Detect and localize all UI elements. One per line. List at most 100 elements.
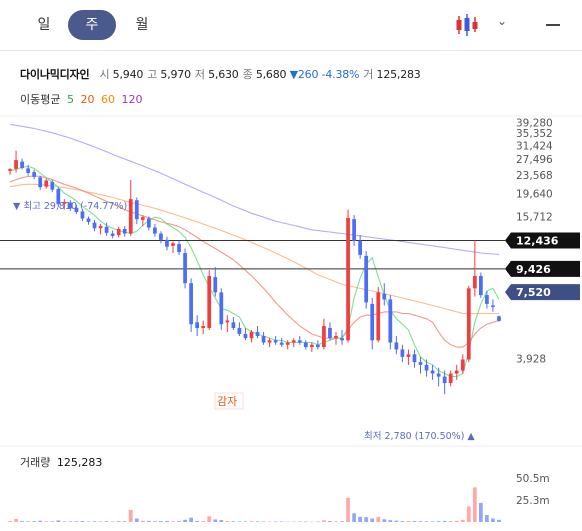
candle (219, 288, 224, 330)
volume-bar (285, 521, 290, 523)
volume-bar (32, 521, 37, 522)
volume-bar (122, 521, 127, 522)
candle-body (328, 327, 332, 339)
candle (472, 240, 477, 297)
candle-body (74, 207, 79, 213)
volume-bar (110, 521, 115, 523)
tab-month[interactable]: 월 (135, 17, 149, 33)
candle-body (146, 218, 151, 228)
candle (316, 340, 320, 350)
candle (460, 354, 465, 374)
ma-20-line (9, 175, 500, 348)
candle (255, 326, 260, 339)
candle-body (122, 229, 127, 234)
candle (32, 169, 37, 180)
candle (261, 331, 266, 345)
volume-bar (309, 521, 314, 523)
volume-bar (472, 487, 477, 522)
volume-bar (466, 506, 471, 522)
candle-body (364, 255, 369, 303)
volume-value: 125,283 (376, 68, 421, 81)
ma-120-line (9, 123, 500, 255)
candle (159, 231, 163, 244)
capital-reduction-text: 감자 (217, 395, 237, 408)
volume-bar (165, 520, 169, 522)
volume-bar (98, 521, 103, 522)
ma-120-label: 120 (121, 93, 143, 106)
volume-bar (454, 520, 459, 522)
volume-bar (424, 521, 429, 522)
candle (153, 223, 157, 237)
candle (376, 287, 381, 343)
candle-body (128, 199, 133, 234)
volume-bar (322, 520, 326, 522)
ma-60-label: 60 (100, 93, 115, 106)
volume-tick-label: 25.3m (516, 495, 550, 507)
candle-body (195, 322, 200, 328)
candle (189, 278, 193, 332)
candle (340, 329, 344, 345)
y-tick-label: 15,712 (516, 211, 553, 223)
candle (485, 290, 489, 309)
candle (303, 340, 308, 350)
candle-body (80, 211, 85, 219)
price-badge-label: 7,520 (516, 286, 551, 299)
candle-body (68, 202, 73, 209)
candle (388, 295, 393, 350)
candle-body (406, 354, 411, 357)
candlestick-icon[interactable] (455, 14, 481, 36)
candle-body (442, 376, 447, 384)
candle (38, 175, 43, 191)
candle (364, 251, 369, 309)
price-badge-shape (505, 284, 580, 301)
volume-bar (267, 521, 272, 523)
price-badge-shape (505, 232, 580, 249)
candle-body (44, 180, 49, 187)
candle (177, 240, 181, 255)
candle-body (219, 292, 224, 325)
max-price-annotation: ▼ 최고 29,810 (-74.77%) (13, 201, 127, 212)
volume-bar (497, 519, 501, 522)
volume-bar (400, 521, 405, 522)
chevron-down-icon[interactable]: ⌄ (497, 14, 508, 28)
candle-body (201, 326, 206, 328)
candle-body (472, 275, 477, 289)
volume-bar (479, 502, 483, 522)
candle (412, 349, 417, 368)
divider (0, 50, 582, 51)
volume-bar (382, 519, 387, 522)
candle-body (316, 344, 320, 348)
volume-bar (201, 521, 206, 522)
candle (92, 219, 97, 232)
tab-week[interactable]: 주 (68, 10, 116, 40)
volume-bar (62, 521, 67, 522)
minus-icon[interactable] (546, 24, 560, 26)
volume-bar (20, 521, 24, 522)
tab-day[interactable]: 일 (37, 17, 51, 33)
candle-body (116, 229, 121, 236)
candle (243, 327, 248, 341)
candle-body (171, 243, 175, 246)
candle (249, 329, 254, 343)
volume-bar (418, 521, 423, 522)
candle (328, 322, 332, 341)
candle (80, 208, 85, 222)
volume-bar (74, 521, 79, 522)
candle-body (273, 340, 278, 343)
price-badge-label: 12,436 (516, 234, 559, 247)
volume-bar (26, 521, 30, 522)
volume-bar (92, 521, 97, 522)
candle (466, 285, 471, 363)
volume-bar (153, 521, 157, 522)
candle (297, 336, 302, 345)
candle (86, 216, 91, 225)
candle (334, 331, 338, 345)
candle (26, 164, 30, 176)
volume-bar (50, 521, 55, 522)
volume-bar (146, 520, 151, 522)
volume-bar (430, 521, 435, 522)
candle (104, 222, 109, 236)
candle-body (291, 340, 296, 343)
candle (346, 209, 350, 343)
